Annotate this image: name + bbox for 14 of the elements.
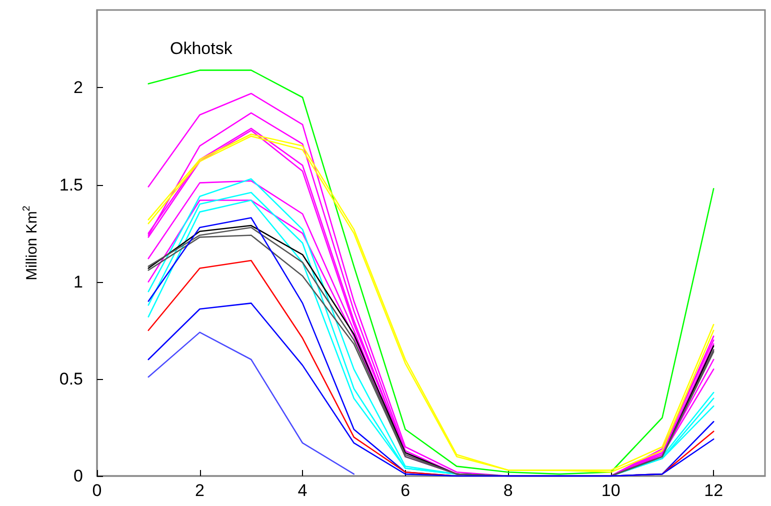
y-tick-label: 0	[74, 466, 83, 486]
x-tick-label: 2	[195, 481, 205, 500]
x-tick-label: 8	[503, 481, 513, 500]
x-tick-label: 6	[400, 481, 410, 500]
y-tick-label: 0.5	[59, 369, 83, 388]
x-tick-label: 0	[92, 481, 102, 500]
x-tick-label: 4	[298, 481, 308, 500]
y-tick-label: 2	[74, 78, 83, 98]
x-tick-label: 12	[704, 481, 724, 500]
y-axis-title: Million Km2	[22, 205, 40, 280]
x-tick-label: 10	[601, 481, 620, 500]
text: Okhotsk	[170, 39, 233, 58]
y-tick-label: 1.5	[59, 175, 83, 194]
y-tick-label: 1	[74, 272, 83, 292]
